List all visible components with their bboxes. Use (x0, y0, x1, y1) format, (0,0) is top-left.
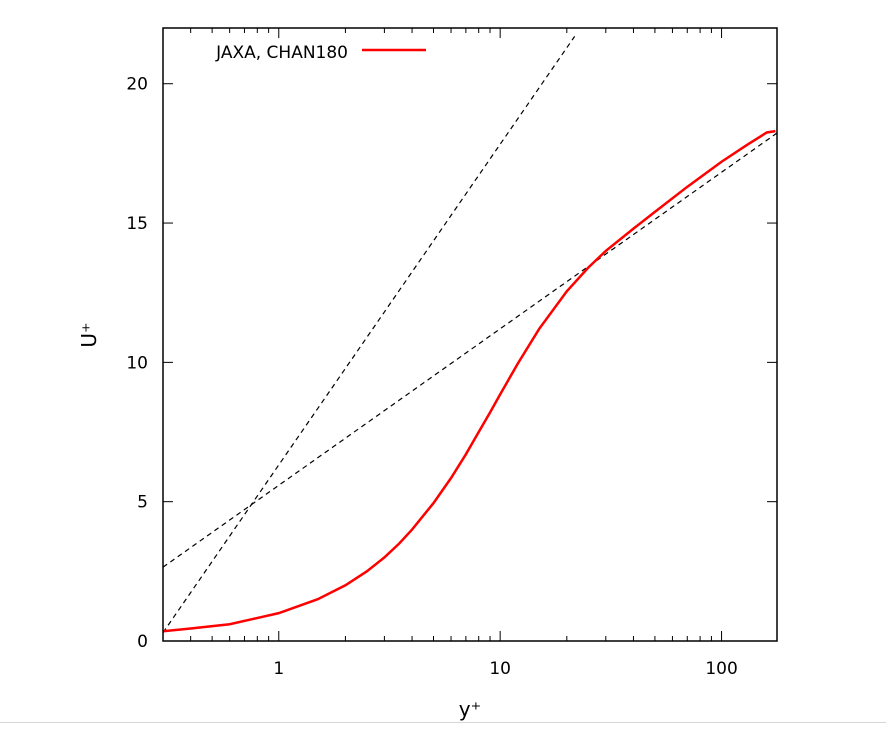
series-line-jaxa (163, 129, 776, 633)
x-axis: 1 10 100 (162, 28, 738, 679)
reference-line-2 (163, 132, 777, 568)
legend-label: JAXA, CHAN180 (215, 43, 348, 63)
x-tick-label: 1 (273, 659, 284, 679)
y-axis: 0 5 10 15 20 (126, 75, 777, 652)
y-tick-label: 15 (126, 214, 148, 234)
legend: JAXA, CHAN180 (215, 43, 426, 63)
y-tick-label: 20 (126, 75, 148, 95)
x-tick-label: 10 (489, 659, 511, 679)
reference-line-1 (163, 36, 576, 633)
y-axis-label: U⁺ (77, 322, 101, 347)
y-tick-label: 0 (137, 632, 148, 652)
y-tick-label: 10 (126, 353, 148, 373)
x-tick-label: 100 (705, 659, 737, 679)
y-tick-label: 5 (137, 493, 148, 513)
x-axis-label: y⁺ (459, 697, 481, 721)
plot-frame (162, 27, 778, 642)
chart-marks (163, 36, 777, 633)
